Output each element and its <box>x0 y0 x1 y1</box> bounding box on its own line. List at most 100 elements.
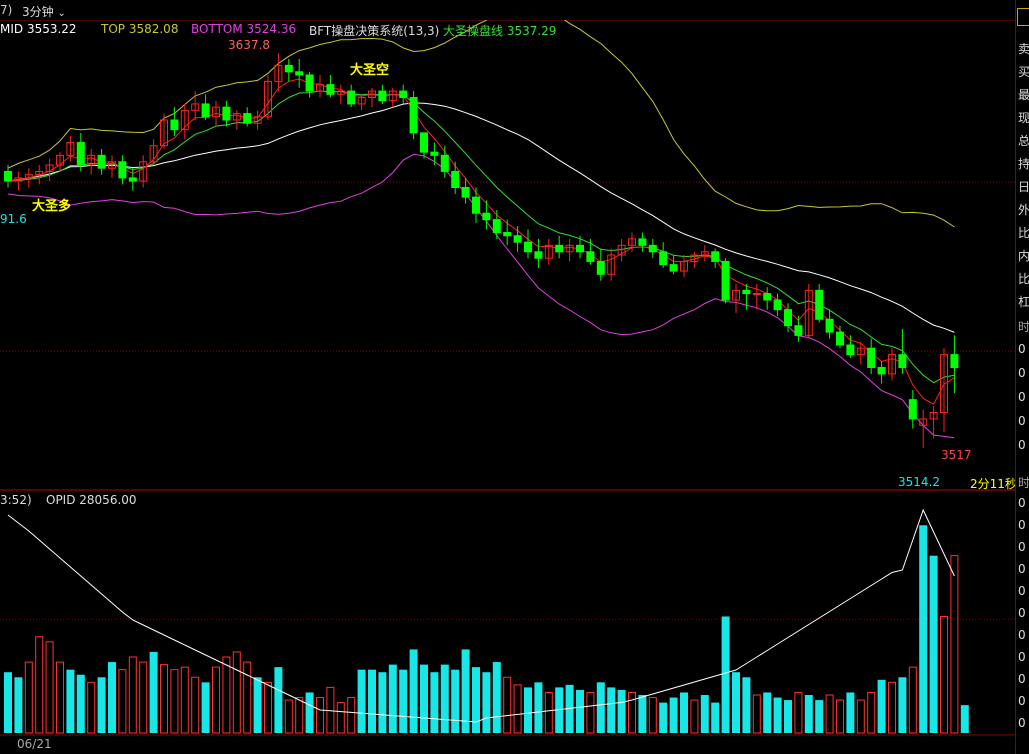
volume-bar <box>451 669 460 733</box>
candle-body <box>420 132 428 153</box>
volume-bar <box>898 677 907 733</box>
candle-body <box>368 90 376 98</box>
grid-lines <box>0 19 1015 736</box>
candle-body <box>888 354 896 375</box>
candle-body <box>711 251 720 262</box>
volume-bar <box>836 699 844 734</box>
candle-body <box>76 142 85 166</box>
volume-bar <box>24 661 33 734</box>
volume-bar <box>856 699 865 734</box>
candle-body <box>867 347 876 369</box>
volume-bar <box>409 649 418 733</box>
chevron-down-icon: ⌄ <box>57 8 66 19</box>
volume-bar <box>669 697 678 733</box>
volume-bar <box>378 672 387 733</box>
volume-bar <box>513 684 522 734</box>
candle-body <box>815 289 824 320</box>
candle-body <box>804 289 813 336</box>
candle-body <box>648 244 657 253</box>
volume-bar <box>35 636 44 734</box>
candle-body <box>243 113 252 124</box>
volume-bar <box>555 687 564 733</box>
candle-body <box>139 161 148 182</box>
candle-body <box>846 344 855 356</box>
volume-bar <box>638 695 647 733</box>
volume-bar <box>118 669 127 734</box>
candle-body <box>357 97 366 105</box>
candle-body <box>201 103 210 118</box>
mid-line <box>7 102 955 333</box>
candle-body <box>45 164 54 172</box>
candle-body <box>295 71 304 76</box>
legend-dsline: 大圣操盘线 3537.29 <box>443 24 557 38</box>
candle-body <box>472 196 480 214</box>
candle-body <box>482 212 491 221</box>
candle-body <box>149 145 158 163</box>
time-sales-value: 0 <box>1018 606 1026 620</box>
volume-bar <box>804 695 813 733</box>
volume-bar <box>680 692 688 733</box>
volume-bar <box>295 697 304 734</box>
candle-body <box>170 119 179 131</box>
volume-bar <box>264 681 272 734</box>
candle-body <box>794 325 803 336</box>
volume-bar <box>66 669 75 733</box>
opid-curve <box>7 508 955 723</box>
volume-bar <box>180 666 189 734</box>
candle-body <box>160 119 168 147</box>
volume-bar <box>128 656 137 734</box>
volume-bar <box>950 555 959 734</box>
volume-bar <box>201 682 210 733</box>
volume-bar <box>565 684 574 733</box>
candle-body <box>347 90 356 105</box>
opid-line <box>7 508 955 723</box>
volume-bar <box>357 669 366 733</box>
candle-body <box>87 154 96 166</box>
candle-body <box>607 254 616 275</box>
volume-bar <box>763 692 772 733</box>
panel-toggle-button[interactable] <box>1017 8 1029 26</box>
time-sales-value: 0 <box>1018 342 1026 356</box>
candle-body <box>544 244 553 259</box>
buy-signal-label: 大圣多 <box>32 199 72 214</box>
quote-field-label: 比 <box>1018 272 1029 286</box>
volume-bar <box>139 661 148 734</box>
top-band-line <box>7 3 955 228</box>
volume-bar <box>825 694 834 734</box>
quote-field-label: 卖 <box>1018 42 1029 56</box>
candle-body <box>97 154 106 169</box>
candle-body <box>856 347 865 356</box>
volume-bar <box>97 677 106 733</box>
candle-body <box>232 113 241 121</box>
period-label: 3分钟 <box>22 5 54 19</box>
volume-bar <box>742 677 751 733</box>
volume-bar <box>430 672 439 733</box>
candle-body <box>565 244 574 253</box>
bft-line <box>7 90 955 384</box>
time-sales-value: 0 <box>1018 562 1026 576</box>
candle-body <box>108 161 116 169</box>
top-toolbar: 7) 3分钟 ⌄ <box>0 0 1015 20</box>
volume-bar <box>160 664 168 734</box>
quote-field-label: 总 <box>1018 134 1029 148</box>
candle-body <box>680 260 688 272</box>
period-selector[interactable]: 3分钟 ⌄ <box>22 3 66 20</box>
volume-bar <box>87 681 96 734</box>
volume-bar <box>243 661 252 734</box>
time-sales-value: 0 <box>1018 694 1026 708</box>
candle-body <box>534 251 543 259</box>
candle-body <box>825 318 834 333</box>
volume-bar <box>76 674 85 733</box>
candle-body <box>222 106 231 121</box>
candle-body <box>773 299 782 311</box>
time-sales-value: 0 <box>1018 366 1026 380</box>
volume-bar <box>191 676 200 734</box>
legend-bottom: BOTTOM 3524.36 <box>191 22 297 36</box>
candle-body <box>388 90 397 102</box>
candle-body <box>628 238 636 246</box>
last-price-label: 3517 <box>941 448 972 462</box>
candle-body <box>784 309 792 327</box>
volume-bar <box>534 682 543 733</box>
candle-body <box>721 260 730 301</box>
